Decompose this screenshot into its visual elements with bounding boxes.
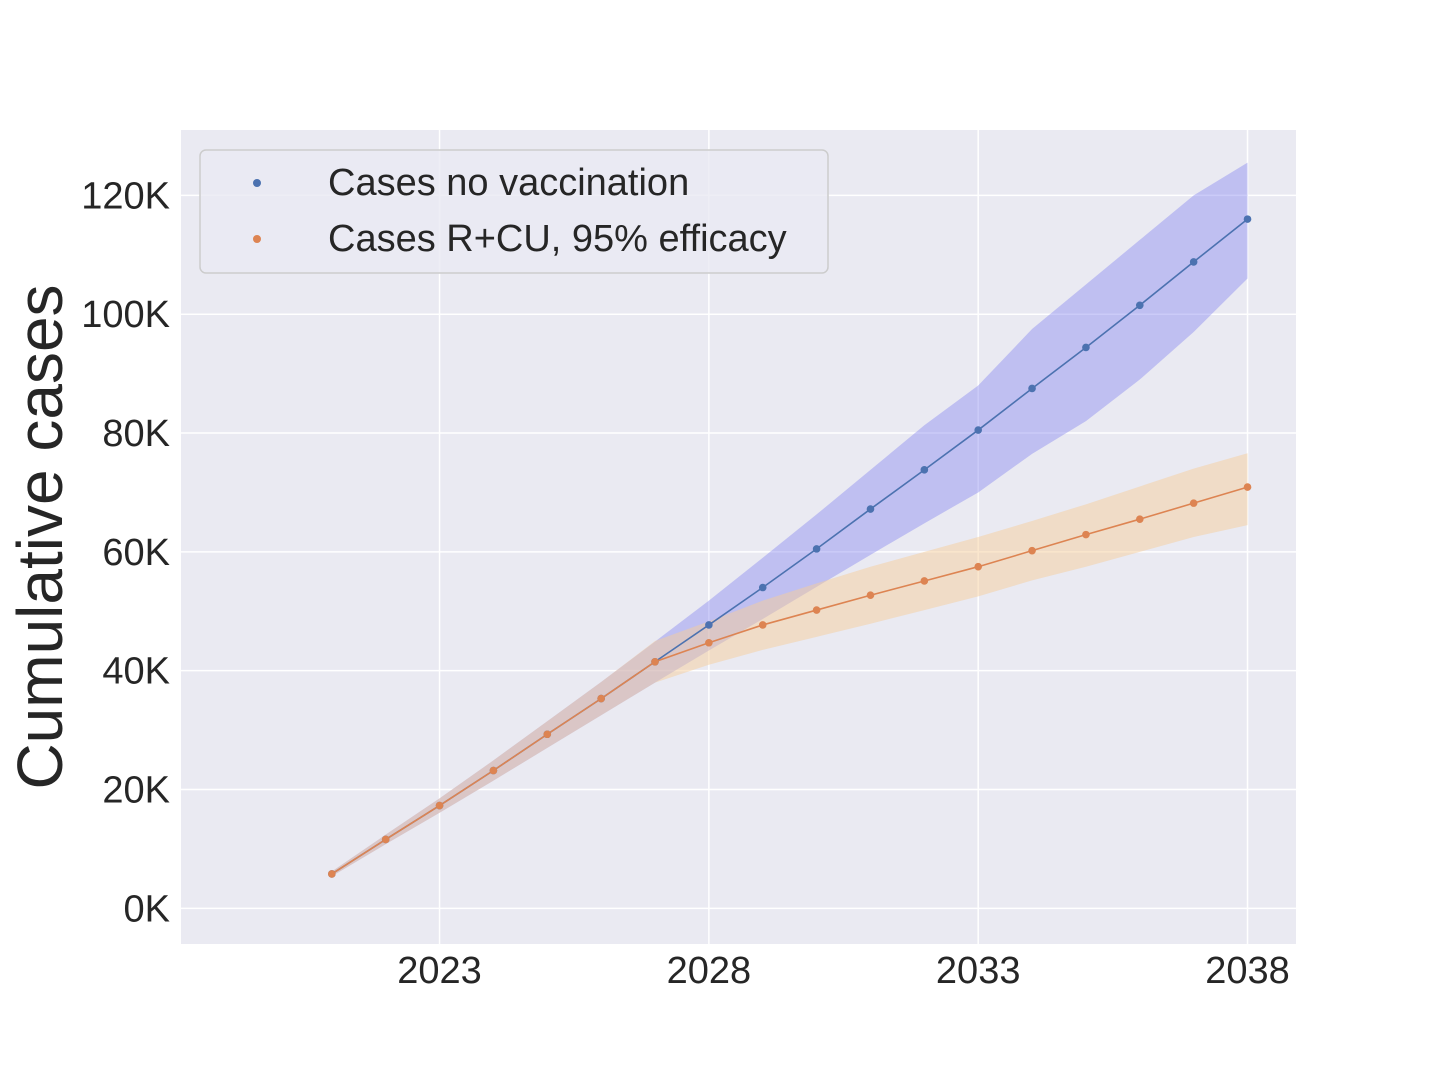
legend-marker-series-1 bbox=[253, 179, 261, 187]
data-point-series-2 bbox=[489, 766, 498, 775]
y-axis-title: Cumulative cases bbox=[4, 284, 76, 789]
legend-frame bbox=[199, 149, 829, 274]
data-point-series-2 bbox=[1189, 499, 1198, 507]
y-tick-label: 40K bbox=[102, 651, 170, 693]
y-tick-label: 0K bbox=[124, 888, 170, 930]
data-point-series-2 bbox=[651, 657, 659, 666]
band-series-1 bbox=[331, 162, 1248, 877]
data-point-series-1 bbox=[758, 583, 767, 592]
x-tick-label: 2033 bbox=[936, 950, 1021, 992]
data-point-series-2 bbox=[1082, 530, 1090, 539]
data-point-series-1 bbox=[920, 466, 929, 474]
data-point-series-2 bbox=[543, 730, 552, 739]
data-point-series-2 bbox=[1135, 515, 1144, 523]
y-tick-label: 20K bbox=[102, 770, 170, 812]
x-tick-labels: 2023 2028 2033 2038 bbox=[397, 950, 1290, 992]
legend-label-series-1: Cases no vaccination bbox=[328, 162, 689, 204]
data-point-series-2 bbox=[812, 606, 821, 614]
x-tick-label: 2028 bbox=[667, 950, 752, 992]
data-point-series-2 bbox=[974, 562, 982, 571]
y-tick-label: 120K bbox=[81, 175, 170, 217]
data-point-series-2 bbox=[705, 638, 713, 647]
data-point-series-2 bbox=[920, 577, 929, 585]
y-tick-label: 80K bbox=[102, 413, 170, 455]
data-point-series-1 bbox=[1135, 301, 1144, 310]
y-tick-labels: 0K 20K 40K 60K 80K 100K 120K bbox=[81, 175, 170, 930]
confidence-bands bbox=[331, 162, 1248, 877]
legend-label-series-2: Cases R+CU, 95% efficacy bbox=[328, 218, 787, 260]
data-point-series-2 bbox=[435, 801, 444, 810]
data-point-series-2 bbox=[866, 591, 875, 600]
band-series-2 bbox=[331, 453, 1248, 877]
x-tick-label: 2023 bbox=[397, 950, 482, 992]
legend: Cases no vaccination Cases R+CU, 95% eff… bbox=[199, 149, 829, 274]
series-points bbox=[328, 215, 1252, 878]
data-point-series-1 bbox=[974, 426, 982, 434]
legend-marker-series-2 bbox=[253, 235, 261, 243]
data-point-series-1 bbox=[1028, 384, 1036, 393]
line-series-2 bbox=[331, 486, 1248, 875]
y-tick-label: 100K bbox=[81, 294, 170, 336]
data-point-series-2 bbox=[328, 870, 336, 878]
data-point-series-2 bbox=[758, 621, 767, 629]
data-point-series-2 bbox=[381, 835, 390, 844]
data-point-series-1 bbox=[1243, 215, 1252, 223]
data-point-series-1 bbox=[1189, 258, 1198, 266]
data-point-series-2 bbox=[597, 694, 605, 703]
data-point-series-2 bbox=[1243, 483, 1252, 491]
series-lines bbox=[331, 218, 1249, 875]
data-point-series-1 bbox=[812, 545, 821, 553]
data-point-series-1 bbox=[1082, 343, 1090, 352]
data-point-series-2 bbox=[1028, 546, 1036, 555]
y-tick-label: 60K bbox=[102, 532, 170, 574]
data-point-series-1 bbox=[705, 621, 713, 629]
x-tick-label: 2038 bbox=[1205, 950, 1290, 992]
data-point-series-1 bbox=[866, 505, 875, 513]
